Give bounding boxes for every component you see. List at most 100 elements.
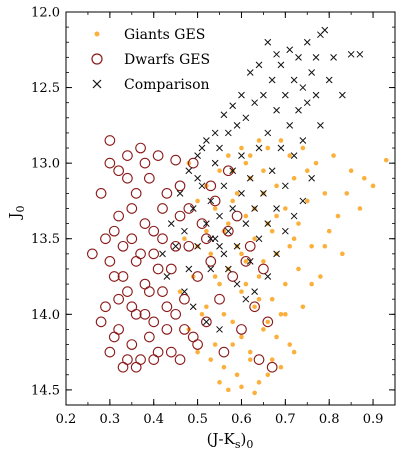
data-point-giants-ges (265, 372, 271, 378)
data-point-comparison (181, 288, 188, 295)
data-point-dwarfs-ges (113, 293, 124, 305)
data-point-giants-ges (230, 342, 235, 347)
data-point-dwarfs-ges (122, 150, 133, 161)
data-point-dwarfs-ges (192, 339, 203, 350)
data-point-dwarfs-ges (174, 354, 186, 366)
data-point-dwarfs-ges (258, 263, 269, 275)
data-point-giants-ges (300, 304, 306, 310)
y-tick-label: 14.5 (31, 383, 60, 398)
data-point-giants-ges (296, 266, 301, 272)
data-point-comparison (203, 318, 210, 326)
data-point-dwarfs-ges (135, 142, 146, 154)
data-point-giants-ges (239, 334, 244, 340)
data-point-dwarfs-ges (262, 316, 274, 328)
data-point-giants-ges (243, 160, 249, 166)
data-point-dwarfs-ges (161, 188, 173, 199)
data-point-comparison (273, 50, 280, 58)
data-point-comparison (339, 91, 346, 99)
data-point-giants-ges (283, 281, 288, 287)
data-point-dwarfs-ges (157, 203, 168, 214)
data-point-giants-ges (335, 213, 341, 219)
data-point-dwarfs-ges (122, 172, 133, 184)
data-point-giants-ges (204, 304, 209, 310)
data-point-dwarfs-ges (126, 233, 138, 245)
data-point-comparison (268, 167, 276, 175)
data-point-dwarfs-ges (148, 316, 160, 328)
data-point-comparison (229, 102, 237, 110)
data-point-comparison (207, 197, 215, 205)
data-point-dwarfs-ges (187, 157, 199, 169)
data-point-dwarfs-ges (122, 354, 133, 366)
data-point-comparison (281, 227, 289, 235)
data-point-giants-ges (287, 342, 293, 347)
data-point-dwarfs-ges (104, 157, 116, 169)
data-point-comparison (308, 174, 316, 182)
data-point-giants-ges (357, 206, 363, 211)
data-point-dwarfs-ges (174, 210, 186, 222)
x-tick-label: 0.4 (143, 412, 164, 427)
data-point-giants-ges (300, 145, 306, 151)
data-point-giants-ges (274, 183, 279, 189)
data-point-giants-ges (195, 198, 200, 204)
data-point-giants-ges (243, 213, 249, 219)
data-point-comparison (347, 50, 355, 58)
data-point-giants-ges (239, 145, 244, 151)
data-point-comparison (303, 99, 311, 107)
data-point-giants-ges (278, 312, 284, 317)
data-point-giants-ges (226, 221, 231, 226)
data-point-comparison (290, 152, 298, 159)
data-point-dwarfs-ges (231, 210, 243, 222)
x-tick-label: 0.3 (100, 412, 121, 427)
x-tick-label: 0.2 (56, 412, 77, 427)
y-tick-label: 12.0 (31, 6, 60, 21)
data-point-giants-ges (283, 312, 288, 317)
data-point-giants-ges (234, 372, 240, 378)
data-point-dwarfs-ges (214, 293, 225, 305)
y-axis-label: J0 (6, 205, 27, 220)
data-point-giants-ges (256, 138, 262, 143)
data-point-giants-ges (261, 327, 266, 332)
data-point-giants-ges (230, 319, 235, 325)
data-point-giants-ges (247, 153, 253, 158)
data-point-dwarfs-ges (126, 339, 138, 350)
data-point-dwarfs-ges (222, 225, 234, 237)
data-point-giants-ges (204, 228, 209, 234)
data-point-giants-ges (265, 319, 271, 325)
data-point-dwarfs-ges (236, 324, 247, 335)
data-point-comparison (207, 265, 215, 273)
data-point-comparison (317, 122, 324, 129)
data-point-comparison (308, 69, 316, 76)
data-point-comparison (330, 53, 337, 61)
data-point-dwarfs-ges (95, 316, 107, 328)
data-point-comparison (163, 273, 171, 280)
data-point-comparison (172, 242, 180, 250)
y-tick-label: 12.5 (31, 81, 60, 96)
data-point-dwarfs-ges (183, 240, 195, 252)
data-point-comparison (211, 129, 219, 137)
data-point-giants-ges (247, 349, 253, 355)
y-tick-label: 13.0 (31, 157, 60, 172)
data-point-giants-ges (287, 243, 293, 249)
data-point-comparison (189, 205, 197, 212)
data-point-dwarfs-ges (143, 331, 155, 343)
data-point-dwarfs-ges (266, 361, 278, 373)
data-point-dwarfs-ges (152, 150, 164, 161)
data-point-comparison (255, 235, 263, 243)
data-point-giants-ges (230, 198, 235, 204)
data-point-giants-ges (265, 145, 271, 151)
data-point-comparison (242, 220, 250, 227)
data-point-dwarfs-ges (157, 233, 168, 245)
x-tick-label: 0.6 (231, 412, 252, 427)
data-point-dwarfs-ges (170, 154, 182, 166)
data-point-comparison (185, 167, 193, 175)
data-point-comparison (273, 106, 280, 114)
data-point-dwarfs-ges (86, 248, 98, 260)
data-point-comparison (299, 197, 307, 205)
x-axis-label: (J-Ks)0 (207, 430, 254, 451)
data-point-giants-ges (326, 228, 332, 234)
data-point-giants-ges (212, 206, 218, 211)
data-point-comparison (229, 205, 237, 212)
data-point-giants-ges (217, 380, 222, 385)
data-point-dwarfs-ges (174, 180, 186, 192)
data-point-comparison (194, 242, 201, 250)
